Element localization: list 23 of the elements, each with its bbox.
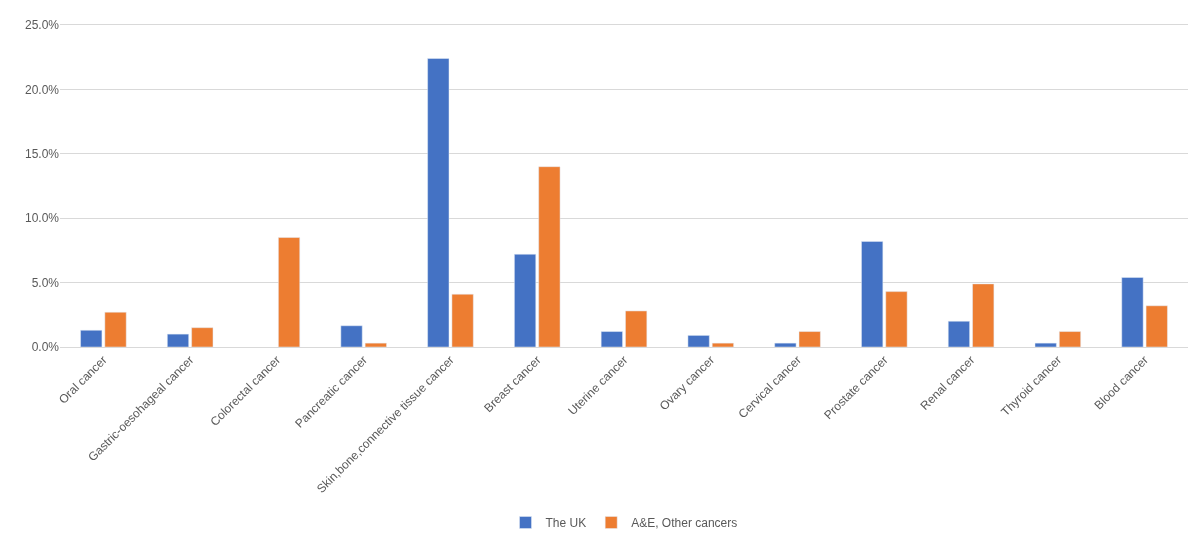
bar — [625, 310, 648, 347]
bar — [1034, 342, 1057, 347]
bar — [972, 283, 995, 347]
y-tick-label: 5.0% — [31, 275, 60, 290]
legend-label: The UK — [545, 516, 587, 531]
bar — [278, 237, 301, 347]
legend-label: A&E, Other cancers — [631, 516, 738, 531]
bar — [600, 331, 623, 347]
bar — [687, 335, 710, 347]
y-tick-label: 25.0% — [24, 18, 60, 33]
bar — [947, 320, 970, 347]
bar — [1059, 331, 1081, 347]
y-tick-label: 0.0% — [31, 340, 60, 355]
bar — [340, 325, 363, 347]
y-tick-label: 20.0% — [24, 82, 60, 97]
bar — [711, 342, 734, 347]
bar — [191, 327, 214, 347]
bar — [514, 254, 537, 347]
bar — [364, 342, 387, 347]
y-tick-label: 15.0% — [24, 147, 60, 161]
bar — [167, 333, 189, 347]
bar — [538, 166, 561, 347]
y-tick-label: 10.0% — [24, 211, 60, 226]
